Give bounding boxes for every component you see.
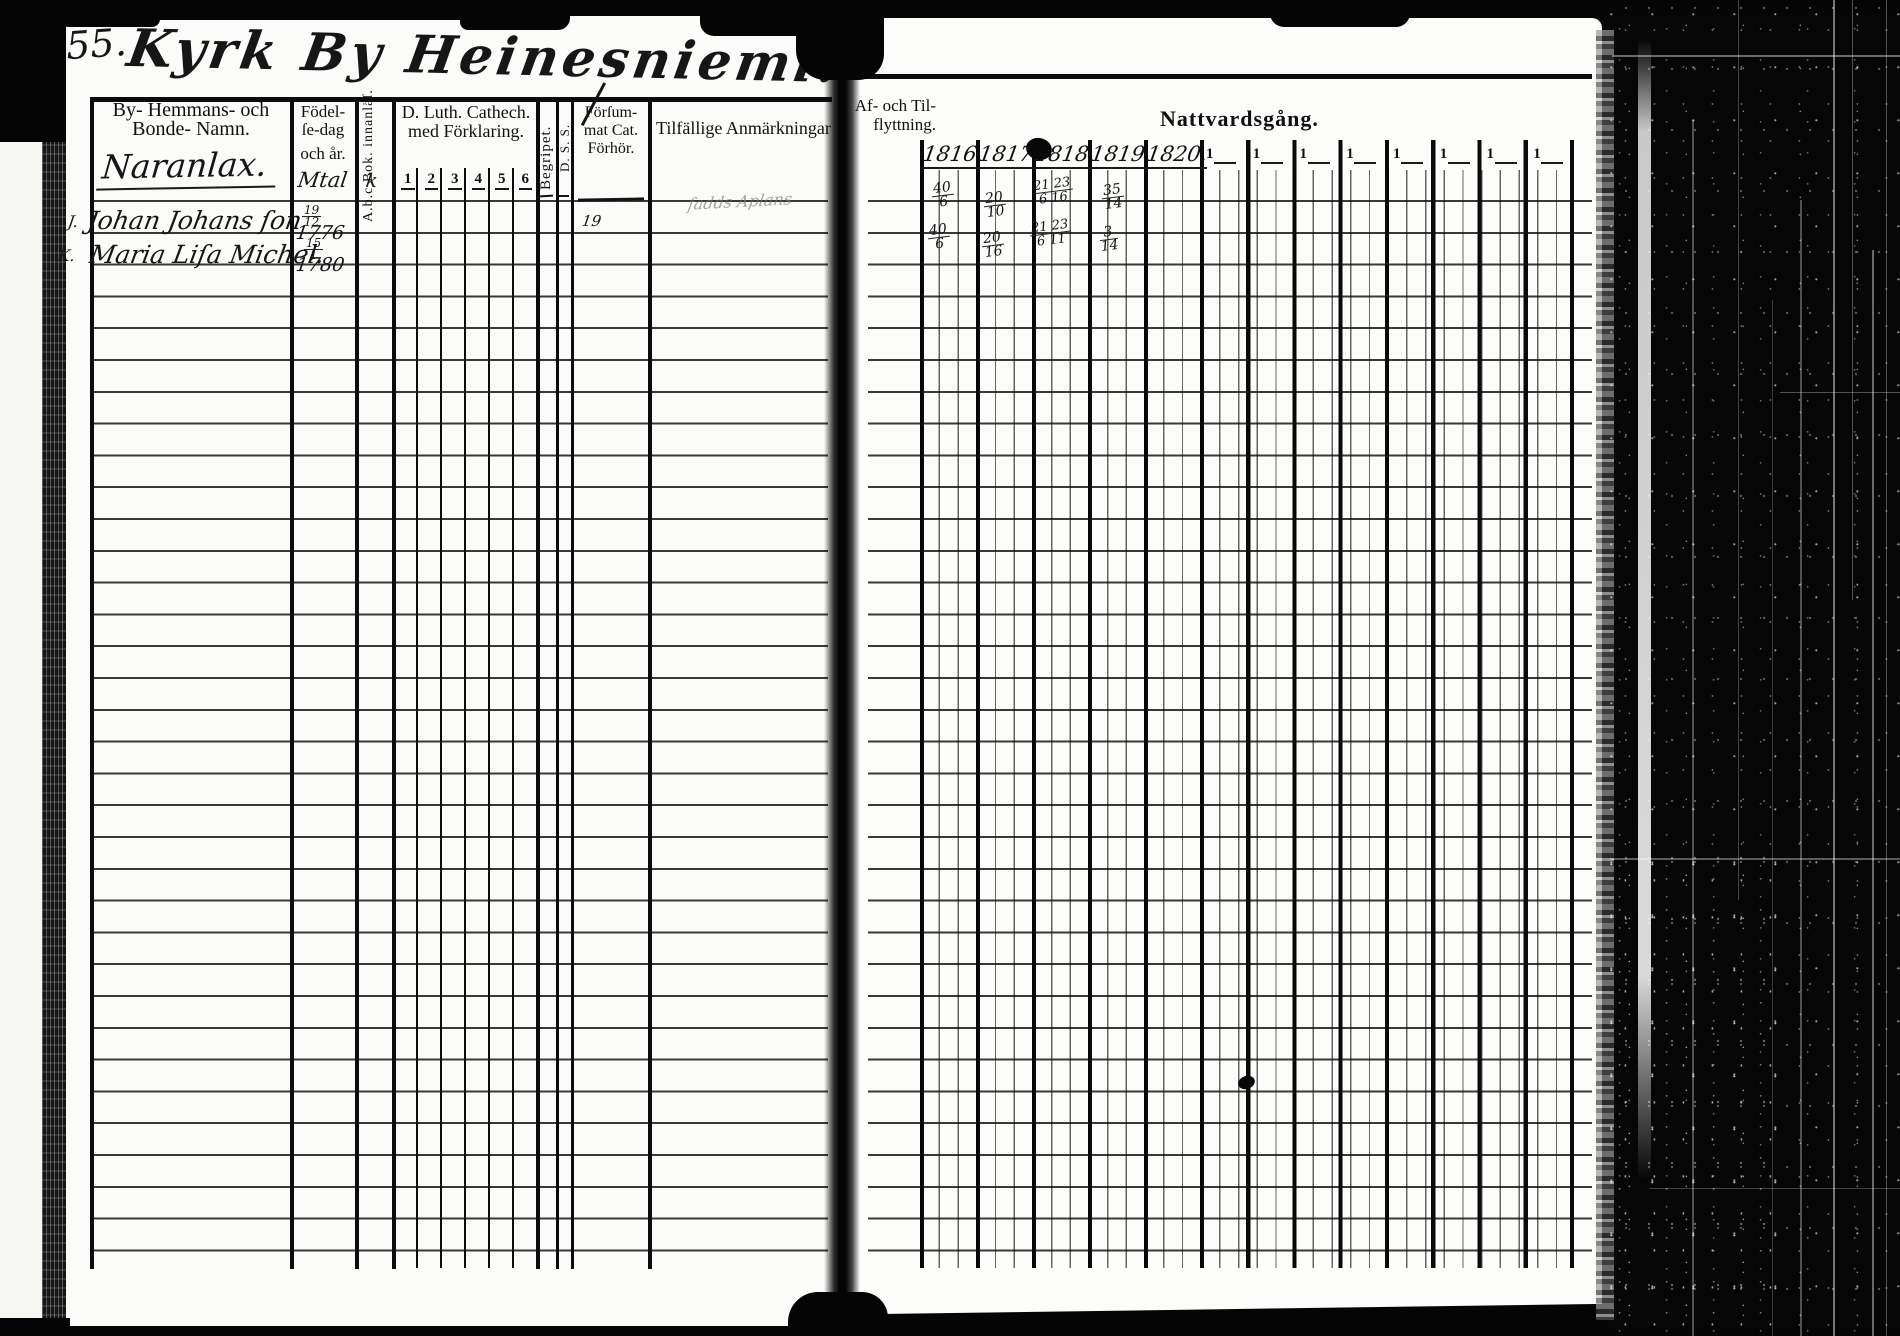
blank-year-stub: 1 [1387,146,1434,172]
left-table-row-lines [92,200,828,1270]
communion-date-mark: 3 14 [1098,223,1120,255]
row1-forsummat-mark: 19 [580,212,603,230]
blank-year-stub: 1 [1340,146,1387,172]
subcolumn-number: 3 [443,171,467,193]
column-header-anmarkningar: Tilfällige Anmärkningar [656,118,831,138]
row2-margin-mark: K. [56,246,77,265]
spine-shadow-bottom [788,1292,888,1336]
year-underline-dash [1494,162,1517,164]
nattvardsgang-header: Nattvardsgång. [1160,106,1319,131]
year-underline-dash [1307,162,1330,164]
subcolumn-number: 2 [420,171,444,193]
column-header-forsummat: Förſum- mat Cat. Förhör. [583,104,639,157]
entry-place-birth-note: Mtal [296,168,349,192]
column-header-name: By- Hemmans- och Bonde- Namn. [112,99,270,140]
blank-year-stub: 1 [1200,146,1247,172]
year-underline-dash [1260,162,1283,164]
blank-year-stub: 1 [1294,146,1341,172]
communion-marks-row2: 40 6 20 16 21 23 6 11 3 14 [918,212,1198,276]
spine-shadow-top [796,0,884,80]
subcolumn-number: 4 [467,171,491,193]
communion-date-mark: 40 6 [930,179,954,211]
row2-birth-date-fraction: 15 1 [304,236,324,262]
torn-edge [880,0,1610,18]
year-underline-dash [1354,162,1377,164]
blank-year-stub: 1 [1247,146,1294,172]
subcolumn-number: 5 [490,171,514,193]
book-spine [824,0,860,1336]
scan-noise-dense [1606,850,1786,1336]
scan-edge-streak [42,0,66,1336]
right-table-top-border [856,74,1592,79]
communion-date-mark: 21 23 6 16 [1030,174,1074,208]
blank-year-stub: 1 [1434,146,1481,172]
right-table-row-lines [868,200,1592,1272]
page-number: 55. [64,19,128,69]
torn-edge [460,0,570,30]
year-underline-dash [1401,162,1423,164]
subcolumn-number: 1 [396,171,420,193]
entry-place-name: Naranlax. [96,144,279,191]
year-underline-dash [1541,162,1564,164]
communion-date-mark: 21 23 6 11 [1028,216,1072,250]
row2-birth-year: 1780 [294,254,346,276]
communion-date-mark: 20 16 [980,229,1004,261]
column-header-birth: Födel- ſe-dag och år. [300,102,346,163]
column-header-flyttning: Af- och Til- flyttning. [854,96,936,134]
row2-name: Maria Liſa Michel. [87,240,327,269]
communion-date-mark: 35 14 [1100,181,1124,213]
scan-corner-top-left [0,0,66,142]
torn-edge [1270,0,1410,27]
column-header-abc: A.b.c Bok. innanläſ. [361,89,376,222]
column-header-cathech: D. Luth. Cathech. med Förklaring. [401,102,531,141]
row1-name: Johan Johans ſon [85,206,305,235]
entry-dash-dss [559,195,569,197]
column-header-dss: D. S. S. [557,123,572,172]
row1-birth-date-fraction: 19 12 [302,203,322,229]
torn-edge [150,0,470,20]
torn-edge [560,0,710,16]
year-underline-dash [1214,162,1236,164]
left-margin-paper [0,140,42,1324]
left-table-top-border [90,97,832,102]
subcolumn-number: 6 [514,171,538,193]
torn-edge [64,0,160,27]
blank-year-stub: 1 [1481,146,1528,172]
blank-year-stub: 1 [1527,146,1574,172]
year-underline-dash [1447,162,1470,164]
column-header-begripet: Begripet. [538,125,554,190]
communion-date-mark: 40 6 [926,221,950,253]
